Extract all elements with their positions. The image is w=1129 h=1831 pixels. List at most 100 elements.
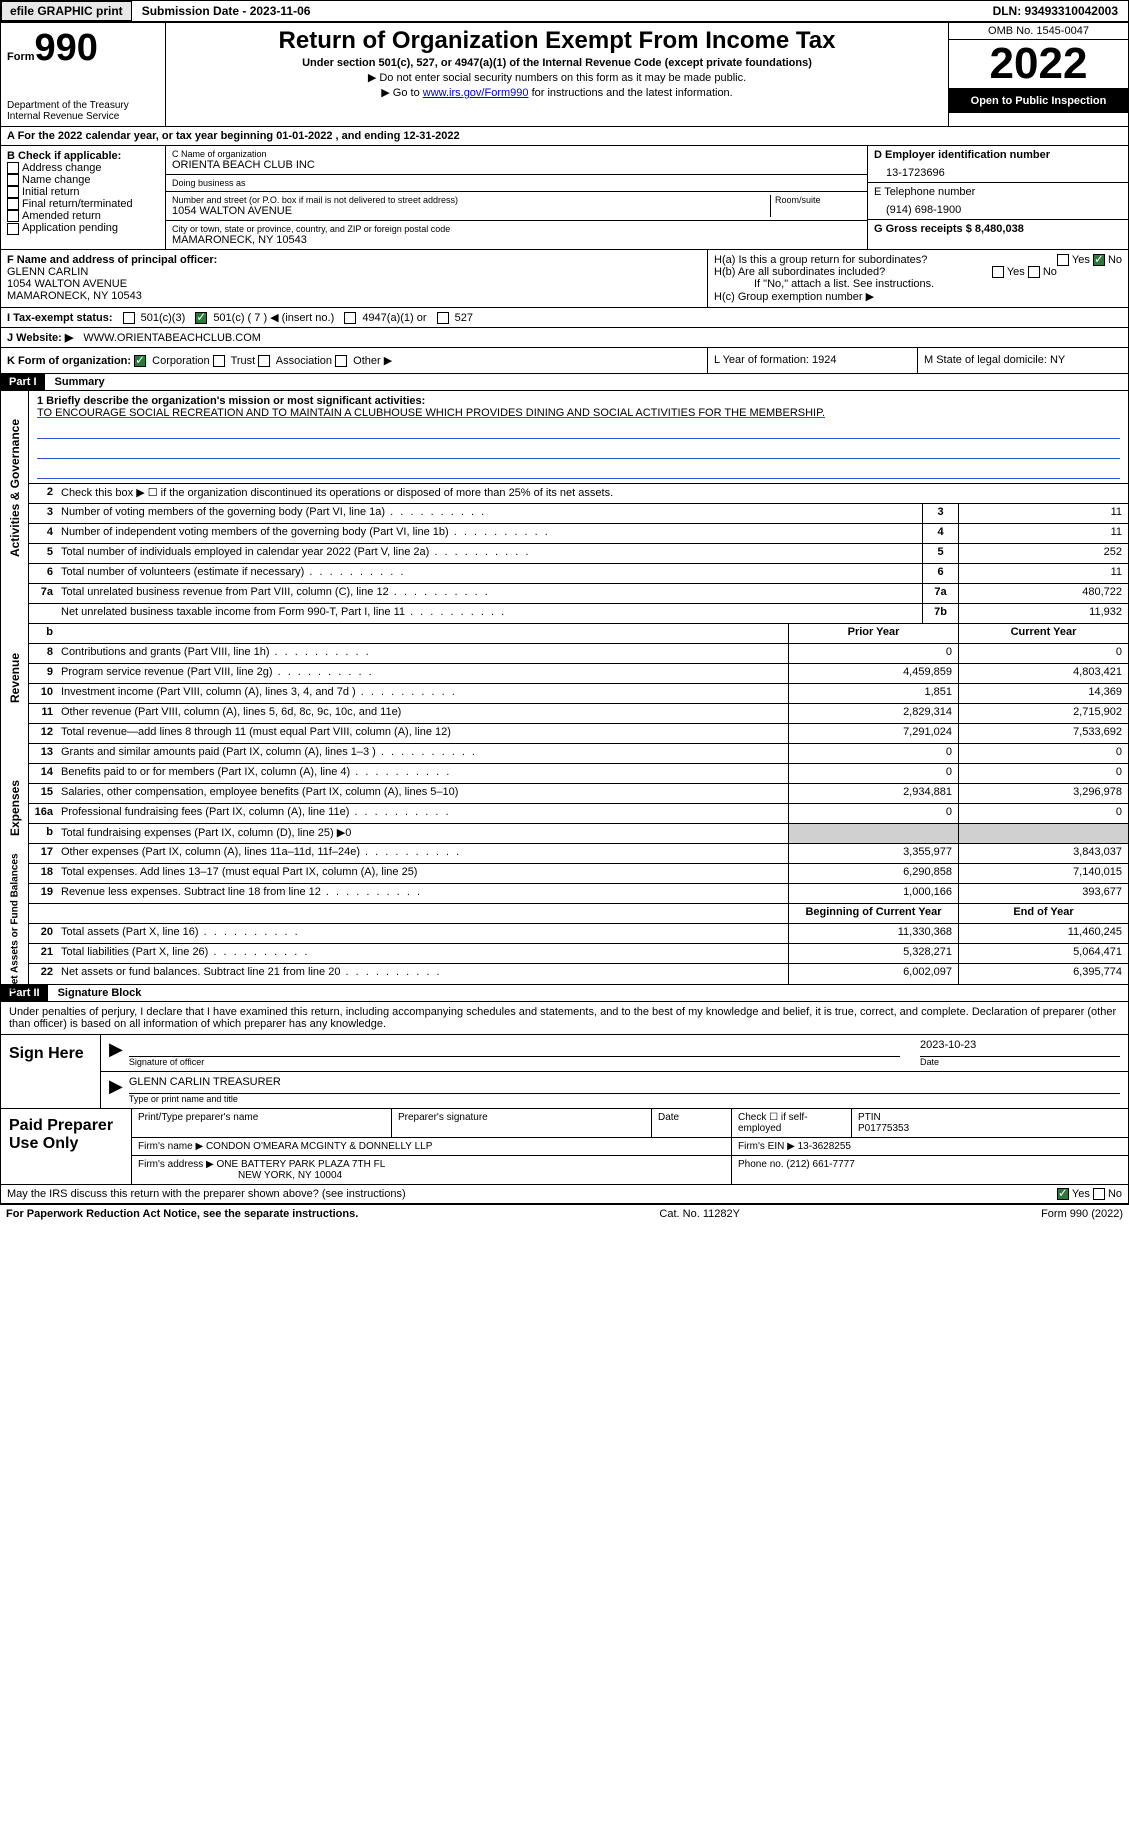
prep-selfemp: Check ☐ if self-employed [732, 1109, 852, 1137]
firm-addr1: ONE BATTERY PARK PLAZA 7TH FL [217, 1159, 386, 1170]
opt-527: 527 [455, 312, 473, 324]
part1-title: Summary [45, 374, 115, 390]
discuss-yes: Yes [1072, 1188, 1090, 1200]
line8-desc: Contributions and grants (Part VIII, lin… [57, 644, 788, 663]
form-number: 990 [35, 27, 98, 69]
line20-cy: 11,460,245 [958, 924, 1128, 943]
line9-desc: Program service revenue (Part VIII, line… [57, 664, 788, 683]
line15-py: 2,934,881 [788, 784, 958, 803]
part2-title: Signature Block [48, 985, 152, 1001]
chk-address-change[interactable] [7, 162, 19, 174]
firm-addr-label: Firm's address ▶ [138, 1159, 214, 1170]
line10-desc: Investment income (Part VIII, column (A)… [57, 684, 788, 703]
opt-final-return: Final return/terminated [22, 198, 133, 210]
chk-app-pending[interactable] [7, 223, 19, 235]
chk-discuss-no[interactable] [1093, 1188, 1105, 1200]
chk-501c[interactable] [195, 312, 207, 324]
chk-ha-no[interactable] [1093, 254, 1105, 266]
chk-527[interactable] [437, 312, 449, 324]
i-label: I Tax-exempt status: [7, 312, 113, 324]
typed-name-label: Type or print name and title [129, 1094, 1120, 1104]
chk-ha-yes[interactable] [1057, 254, 1069, 266]
line13-cy: 0 [958, 744, 1128, 763]
efile-print-button[interactable]: efile GRAPHIC print [1, 1, 132, 21]
line17-py: 3,355,977 [788, 844, 958, 863]
chk-hb-no[interactable] [1028, 266, 1040, 278]
chk-assoc[interactable] [258, 355, 270, 367]
chk-trust[interactable] [213, 355, 225, 367]
prep-date-label: Date [652, 1109, 732, 1137]
line15-cy: 3,296,978 [958, 784, 1128, 803]
firm-phone-label: Phone no. [738, 1159, 784, 1170]
chk-amended[interactable] [7, 210, 19, 222]
website: WWW.ORIENTABEACHCLUB.COM [83, 332, 261, 344]
chk-501c3[interactable] [123, 312, 135, 324]
opt-assoc: Association [276, 355, 332, 367]
officer-typed-name: GLENN CARLIN TREASURER [129, 1076, 1120, 1094]
topbar: efile GRAPHIC print Submission Date - 20… [0, 0, 1129, 22]
firm-name: CONDON O'MEARA MCGINTY & DONNELLY LLP [206, 1141, 432, 1152]
ein: 13-1723696 [874, 161, 1122, 179]
j-label: J Website: ▶ [7, 331, 73, 344]
phone-label: E Telephone number [874, 186, 1122, 198]
opt-address-change: Address change [22, 162, 102, 174]
chk-hb-yes[interactable] [992, 266, 1004, 278]
ha-label: H(a) Is this a group return for subordin… [714, 254, 927, 266]
line6-desc: Total number of volunteers (estimate if … [57, 564, 922, 583]
open-inspection: Open to Public Inspection [949, 88, 1128, 113]
city-label: City or town, state or province, country… [172, 224, 861, 234]
line21-py: 5,328,271 [788, 944, 958, 963]
mission-text: TO ENCOURAGE SOCIAL RECREATION AND TO MA… [37, 407, 1120, 419]
line19-py: 1,000,166 [788, 884, 958, 903]
opt-501c3: 501(c)(3) [141, 312, 186, 324]
form-footer: Form 990 (2022) [1041, 1208, 1123, 1220]
line9-py: 4,459,859 [788, 664, 958, 683]
arrow-icon: ▶ [109, 1076, 123, 1104]
discuss-row: May the IRS discuss this return with the… [0, 1185, 1129, 1204]
chk-4947[interactable] [344, 312, 356, 324]
line16b-desc: Total fundraising expenses (Part IX, col… [57, 824, 788, 843]
hb-yes: Yes [1007, 266, 1025, 278]
line6-val: 11 [958, 564, 1128, 583]
chk-name-change[interactable] [7, 174, 19, 186]
officer-name: GLENN CARLIN [7, 266, 701, 278]
street: 1054 WALTON AVENUE [172, 205, 766, 217]
arrow-icon: ▶ [109, 1039, 123, 1067]
dept-treasury: Department of the Treasury Internal Reve… [7, 100, 159, 122]
ssn-note: ▶ Do not enter social security numbers o… [174, 71, 940, 84]
dln: DLN: 93493310042003 [983, 2, 1128, 20]
line12-py: 7,291,024 [788, 724, 958, 743]
chk-initial-return[interactable] [7, 186, 19, 198]
line17-cy: 3,843,037 [958, 844, 1128, 863]
perjury-declaration: Under penalties of perjury, I declare th… [1, 1002, 1128, 1034]
chk-final-return[interactable] [7, 198, 19, 210]
line7b-val: 11,932 [958, 604, 1128, 623]
line22-py: 6,002,097 [788, 964, 958, 984]
sig-date-label: Date [920, 1057, 1120, 1067]
line5-box: 5 [922, 544, 958, 563]
opt-other: Other ▶ [353, 355, 392, 367]
prep-name-label: Print/Type preparer's name [132, 1109, 392, 1137]
paperwork-notice: For Paperwork Reduction Act Notice, see … [6, 1208, 358, 1220]
l-year: L Year of formation: 1924 [708, 348, 918, 373]
dba-label: Doing business as [172, 178, 861, 188]
line13-desc: Grants and similar amounts paid (Part IX… [57, 744, 788, 763]
line16b-py [788, 824, 958, 843]
submission-date: Submission Date - 2023-11-06 [132, 2, 321, 20]
opt-app-pending: Application pending [22, 222, 118, 234]
chk-other[interactable] [335, 355, 347, 367]
line3-val: 11 [958, 504, 1128, 523]
phone: (914) 698-1900 [874, 198, 1122, 216]
line22-desc: Net assets or fund balances. Subtract li… [57, 964, 788, 984]
hc-label: H(c) Group exemption number ▶ [714, 290, 1122, 303]
ein-label: D Employer identification number [874, 149, 1122, 161]
chk-corp[interactable] [134, 355, 146, 367]
line18-cy: 7,140,015 [958, 864, 1128, 883]
k-row: K Form of organization: Corporation Trus… [0, 348, 1129, 374]
firm-ein-label: Firm's EIN ▶ [738, 1141, 795, 1152]
irs-link[interactable]: www.irs.gov/Form990 [423, 87, 529, 99]
line5-val: 252 [958, 544, 1128, 563]
line7b-box: 7b [922, 604, 958, 623]
chk-discuss-yes[interactable] [1057, 1188, 1069, 1200]
hb-label: H(b) Are all subordinates included? [714, 266, 885, 278]
